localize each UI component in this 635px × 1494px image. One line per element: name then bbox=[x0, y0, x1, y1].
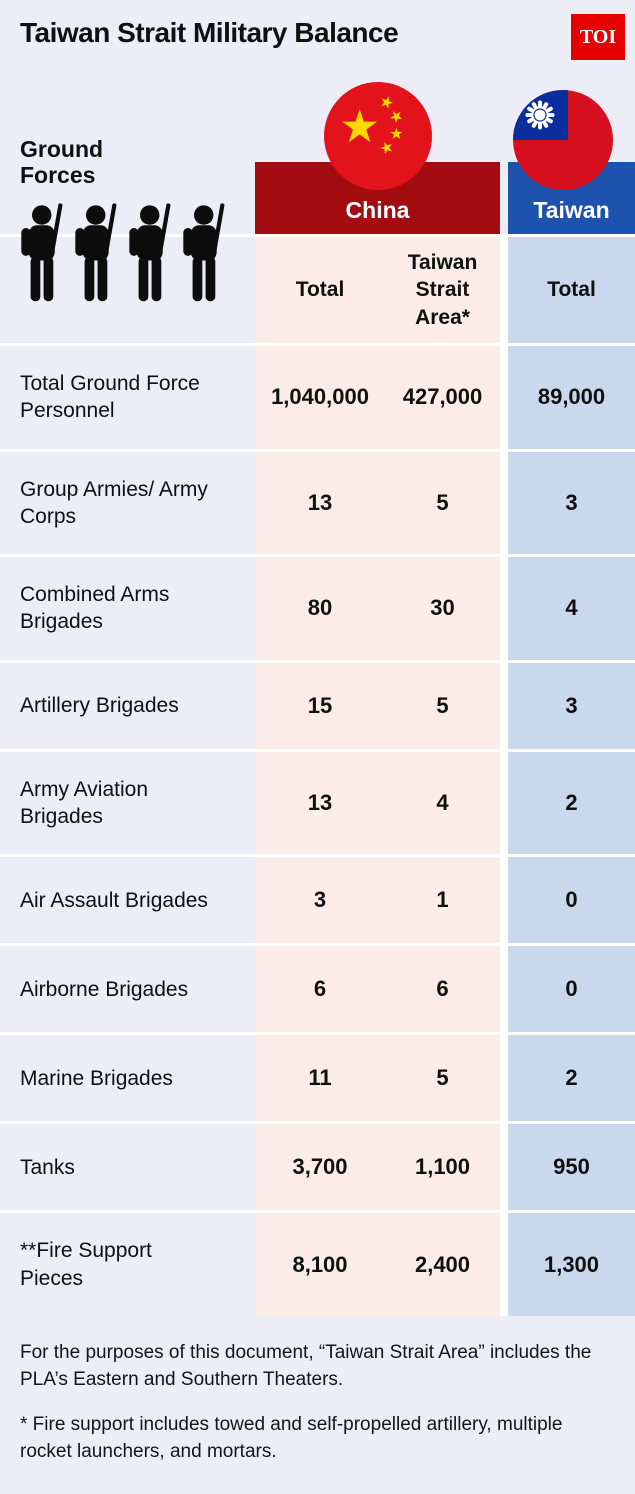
table-header-area: Ground Forces China Taiwan bbox=[0, 64, 635, 302]
china-total-value: 13 bbox=[255, 751, 385, 855]
table-row: Combined Arms Brigades 80 30 4 bbox=[0, 557, 635, 660]
china-strait-value: 427,000 bbox=[385, 346, 500, 449]
taiwan-total-value: 0 bbox=[508, 857, 635, 944]
taiwan-header-label: Taiwan bbox=[533, 197, 610, 223]
column-gap bbox=[500, 346, 508, 449]
col-taiwan-total: Total bbox=[508, 237, 635, 343]
taiwan-total-value: 3 bbox=[508, 662, 635, 749]
toi-logo-text: TOI bbox=[579, 25, 617, 48]
taiwan-total-value: 2 bbox=[508, 1035, 635, 1122]
column-gap bbox=[500, 946, 508, 1032]
soldier-icon bbox=[129, 203, 171, 302]
row-label: Total Ground Force Personnel bbox=[0, 346, 255, 449]
taiwan-total-value: 89,000 bbox=[508, 346, 635, 449]
china-strait-value: 5 bbox=[385, 1035, 500, 1122]
china-strait-value: 1 bbox=[385, 857, 500, 944]
taiwan-total-value: 1,300 bbox=[508, 1213, 635, 1316]
column-gap bbox=[500, 1124, 508, 1210]
row-label: Airborne Brigades bbox=[0, 946, 255, 1033]
table-row: Air Assault Brigades 3 1 0 bbox=[0, 857, 635, 944]
footnote-strait-area: For the purposes of this document, “Taiw… bbox=[20, 1341, 592, 1390]
table-row: Marine Brigades 11 5 2 bbox=[0, 1035, 635, 1122]
section-block: Ground Forces bbox=[20, 136, 252, 305]
china-total-value: 3 bbox=[255, 857, 385, 944]
soldier-icon bbox=[21, 203, 63, 302]
taiwan-total-value: 4 bbox=[508, 557, 635, 660]
toi-logo: TOI bbox=[571, 14, 625, 60]
china-total-value: 6 bbox=[255, 946, 385, 1033]
taiwan-total-value: 950 bbox=[508, 1124, 635, 1211]
china-total-value: 11 bbox=[255, 1035, 385, 1122]
row-label: Tanks bbox=[0, 1124, 255, 1211]
china-total-value: 13 bbox=[255, 451, 385, 555]
row-label: Combined Arms Brigades bbox=[0, 557, 255, 660]
table-row: Group Armies/ Army Corps 13 5 3 bbox=[0, 451, 635, 555]
footnotes: For the purposes of this document, “Taiw… bbox=[0, 1316, 635, 1492]
row-label: Army Aviation Brigades bbox=[0, 751, 255, 855]
soldier-icon bbox=[75, 203, 117, 302]
china-strait-value: 30 bbox=[385, 557, 500, 660]
soldier-icon bbox=[183, 203, 225, 302]
china-strait-value: 2,400 bbox=[385, 1213, 500, 1316]
row-label: Marine Brigades bbox=[0, 1035, 255, 1122]
footnote-fire-support: * Fire support includes towed and self-p… bbox=[20, 1413, 563, 1462]
taiwan-total-value: 2 bbox=[508, 751, 635, 855]
column-gap bbox=[500, 237, 508, 343]
header: Taiwan Strait Military Balance TOI bbox=[0, 0, 635, 64]
soldier-icons bbox=[20, 203, 252, 305]
row-label: Artillery Brigades bbox=[0, 662, 255, 749]
row-label: Air Assault Brigades bbox=[0, 857, 255, 944]
table-row: Total Ground Force Personnel 1,040,000 427… bbox=[0, 346, 635, 449]
column-gap bbox=[500, 663, 508, 749]
china-strait-value: 1,100 bbox=[385, 1124, 500, 1211]
table-row: Tanks 3,700 1,100 950 bbox=[0, 1124, 635, 1211]
table-row: Airborne Brigades 6 6 0 bbox=[0, 946, 635, 1033]
column-gap bbox=[500, 162, 508, 234]
table-row: Artillery Brigades 15 5 3 bbox=[0, 662, 635, 749]
table-row: Army Aviation Brigades 13 4 2 bbox=[0, 751, 635, 855]
china-header-label: China bbox=[345, 197, 410, 223]
china-total-value: 8,100 bbox=[255, 1213, 385, 1316]
col-china-strait: Taiwan Strait Area* bbox=[385, 237, 500, 343]
china-strait-value: 5 bbox=[385, 662, 500, 749]
row-label: **Fire Support Pieces bbox=[0, 1213, 255, 1316]
china-strait-value: 6 bbox=[385, 946, 500, 1033]
china-total-value: 3,700 bbox=[255, 1124, 385, 1211]
col-china-total: Total bbox=[255, 237, 385, 343]
column-gap bbox=[500, 1035, 508, 1121]
taiwan-flag-icon bbox=[513, 90, 613, 190]
china-total-value: 1,040,000 bbox=[255, 346, 385, 449]
china-total-value: 80 bbox=[255, 557, 385, 660]
china-strait-value: 5 bbox=[385, 451, 500, 555]
taiwan-total-value: 0 bbox=[508, 946, 635, 1033]
column-gap bbox=[500, 557, 508, 660]
taiwan-total-value: 3 bbox=[508, 451, 635, 555]
row-label: Group Armies/ Army Corps bbox=[0, 451, 255, 555]
column-gap bbox=[500, 752, 508, 855]
china-flag-icon bbox=[324, 82, 432, 190]
table-row: **Fire Support Pieces 8,100 2,400 1,300 bbox=[0, 1213, 635, 1316]
column-gap bbox=[500, 452, 508, 555]
data-table: Total Taiwan Strait Area* Total Total Gr… bbox=[0, 234, 635, 1316]
section-title: Ground Forces bbox=[20, 136, 104, 189]
column-gap bbox=[500, 1213, 508, 1316]
page-title: Taiwan Strait Military Balance bbox=[20, 17, 399, 48]
column-gap bbox=[500, 857, 508, 943]
china-total-value: 15 bbox=[255, 662, 385, 749]
china-strait-value: 4 bbox=[385, 751, 500, 855]
table-body: Total Ground Force Personnel 1,040,000 427… bbox=[0, 346, 635, 1316]
